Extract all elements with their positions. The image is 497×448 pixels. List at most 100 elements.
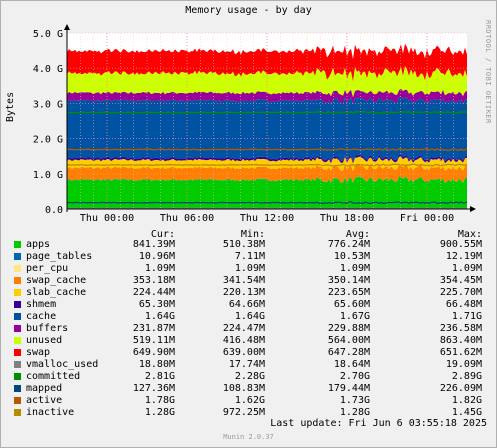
legend-label: unused <box>26 335 63 346</box>
legend-value-max: 19.09M <box>445 359 482 370</box>
legend-value-avg: 65.60M <box>333 299 370 310</box>
munin-version: Munin 2.0.37 <box>223 433 274 441</box>
legend-value-max: 66.48M <box>445 299 482 310</box>
legend-swatch <box>14 277 21 284</box>
legend-value-cur: 1.28G <box>144 407 175 418</box>
legend-label: mapped <box>26 383 63 394</box>
legend-label: slab_cache <box>26 287 87 298</box>
legend-row-buffers: buffers 231.87M 224.47M 229.88M 236.58M <box>0 323 497 335</box>
legend-label: vmalloc_used <box>26 359 99 370</box>
plot-area: 0.01.0 G2.0 G3.0 G4.0 G5.0 G Thu 00:00 Th… <box>33 24 476 224</box>
legend-value-avg: 1.09M <box>339 263 370 274</box>
chart-title: Memory usage - by day <box>185 5 312 16</box>
legend-value-cur: 841.39M <box>132 239 175 250</box>
legend-label: swap <box>26 347 51 358</box>
x-tick-label: Thu 12:00 <box>240 213 294 224</box>
legend-value-max: 226.09M <box>439 383 482 394</box>
legend-value-min: 972.25M <box>222 407 265 418</box>
legend-value-min: 416.48M <box>222 335 265 346</box>
line-committed <box>66 110 468 115</box>
legend-row-committed: committed 2.81G 2.28G 2.70G 2.89G <box>0 371 497 383</box>
y-tick-label: 5.0 G <box>33 29 63 40</box>
legend-value-avg: 223.65M <box>327 287 370 298</box>
legend-label: apps <box>26 239 51 250</box>
legend-value-avg: 1.67G <box>339 311 370 322</box>
legend-label: cache <box>26 311 57 322</box>
legend-row-swap-cache: swap_cache 353.18M 341.54M 350.14M 354.45M <box>0 275 497 287</box>
legend-value-min: 341.54M <box>222 275 265 286</box>
legend-row-slab-cache: slab_cache 224.44M 220.13M 223.65M 225.70M <box>0 287 497 299</box>
last-update: Last update: Fri Jun 6 03:55:18 2025 <box>270 418 487 429</box>
legend-value-max: 12.19M <box>445 251 482 262</box>
legend-swatch <box>14 289 21 296</box>
legend-value-min: 17.74M <box>228 359 265 370</box>
legend-value-cur: 519.11M <box>132 335 175 346</box>
col-header-max: Max: <box>457 229 482 240</box>
legend-value-avg: 564.00M <box>327 335 370 346</box>
legend-value-min: 510.38M <box>222 239 265 250</box>
legend-value-max: 1.71G <box>451 311 482 322</box>
x-tick-label: Thu 00:00 <box>80 213 134 224</box>
legend-value-max: 236.58M <box>439 323 482 334</box>
legend-row-mapped: mapped 127.36M 108.83M 179.44M 226.09M <box>0 383 497 395</box>
legend-value-max: 354.45M <box>439 275 482 286</box>
x-tick-label: Thu 18:00 <box>320 213 374 224</box>
area-slab-cache <box>67 156 467 172</box>
legend-swatch <box>14 325 21 332</box>
legend-value-cur: 18.80M <box>138 359 175 370</box>
legend-value-max: 225.70M <box>439 287 482 298</box>
legend-swatch <box>14 397 21 404</box>
legend-row-cache: cache 1.64G 1.64G 1.67G 1.71G <box>0 311 497 323</box>
y-tick-label: 4.0 G <box>33 64 63 75</box>
y-axis-arrow <box>64 24 70 30</box>
legend-value-cur: 1.09M <box>144 263 175 274</box>
x-tick-label: Thu 06:00 <box>160 213 214 224</box>
col-header-cur: Cur: <box>150 229 175 240</box>
legend-value-cur: 1.78G <box>144 395 175 406</box>
legend-value-avg: 229.88M <box>327 323 370 334</box>
legend-value-min: 1.64G <box>234 311 265 322</box>
legend-swatch <box>14 253 21 260</box>
legend-swatch <box>14 265 21 272</box>
legend-value-max: 2.89G <box>451 371 482 382</box>
legend-swatch <box>14 373 21 380</box>
legend-swatch <box>14 301 21 308</box>
legend-swatch <box>14 241 21 248</box>
legend-value-avg: 350.14M <box>327 275 370 286</box>
legend-value-cur: 10.96M <box>138 251 175 262</box>
legend-value-cur: 353.18M <box>132 275 175 286</box>
y-tick-label: 0.0 <box>45 205 63 216</box>
legend-value-max: 1.45G <box>451 407 482 418</box>
legend-swatch <box>14 409 21 416</box>
area-shmem <box>67 154 467 164</box>
legend-value-cur: 127.36M <box>132 383 175 394</box>
legend-label: swap_cache <box>26 275 87 286</box>
x-tick-labels: Thu 00:00 Thu 06:00 Thu 12:00 Thu 18:00 Fri … <box>80 213 454 224</box>
legend-value-avg: 10.53M <box>333 251 370 262</box>
legend-label: buffers <box>26 323 69 334</box>
grid-lines <box>67 32 467 209</box>
x-axis-arrow <box>470 206 476 212</box>
legend-value-avg: 1.73G <box>339 395 370 406</box>
legend-value-min: 7.11M <box>234 251 265 262</box>
legend-value-max: 651.62M <box>439 347 482 358</box>
y-tick-label: 3.0 G <box>33 99 63 110</box>
y-tick-label: 2.0 G <box>33 135 63 146</box>
legend-row-inactive: inactive 1.28G 972.25M 1.28G 1.45G <box>0 407 497 419</box>
legend-label: committed <box>26 371 81 382</box>
legend-value-min: 1.09M <box>234 263 265 274</box>
legend-value-max: 1.09M <box>451 263 482 274</box>
legend-value-avg: 18.64M <box>333 359 370 370</box>
legend-swatch <box>14 385 21 392</box>
x-tick-label: Fri 00:00 <box>400 213 454 224</box>
legend-value-avg: 647.28M <box>327 347 370 358</box>
rrdtool-watermark: RRDTOOL / TOBI OETIKER <box>484 20 492 124</box>
legend-row-per-cpu: per_cpu 1.09M 1.09M 1.09M 1.09M <box>0 263 497 275</box>
legend-value-cur: 2.81G <box>144 371 175 382</box>
legend-row-swap: swap 649.90M 639.00M 647.28M 651.62M <box>0 347 497 359</box>
legend-swatch <box>14 361 21 368</box>
area-swap <box>67 43 467 82</box>
legend-value-cur: 231.87M <box>132 323 175 334</box>
legend-value-min: 108.83M <box>222 383 265 394</box>
